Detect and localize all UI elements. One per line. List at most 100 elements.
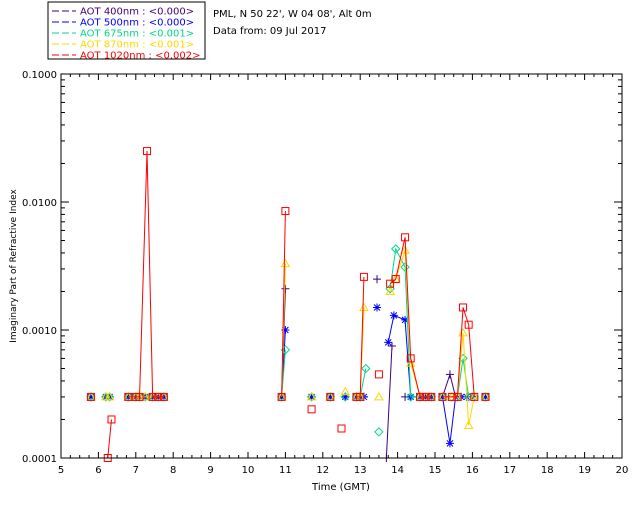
data-point-square — [277, 392, 286, 401]
data-point-square — [86, 392, 95, 401]
data-point-square — [159, 392, 168, 401]
data-point-triangle — [405, 358, 416, 367]
legend-entry: AOT 400nm : <0.000> — [80, 7, 194, 18]
data-point-square — [374, 370, 383, 379]
data-point-asterisk — [401, 315, 410, 324]
x-tick-label: 14 — [391, 465, 404, 476]
data-point-square — [359, 272, 368, 281]
series-line — [385, 345, 393, 459]
x-tick-label: 5 — [58, 465, 64, 476]
x-tick-label: 7 — [133, 465, 139, 476]
data-point-asterisk — [384, 338, 393, 347]
data-point-asterisk — [389, 311, 398, 320]
x-tick-label: 12 — [316, 465, 329, 476]
data-point-square — [107, 415, 116, 424]
plot-frame — [60, 73, 623, 459]
data-point-square — [135, 392, 144, 401]
legend-entry: AOT 500nm : <0.000> — [80, 18, 194, 29]
data-point-diamond — [340, 392, 350, 402]
data-point-triangle — [359, 302, 369, 311]
data-point-diamond — [391, 244, 401, 254]
x-tick-label: 20 — [616, 465, 629, 476]
data-point-square — [427, 392, 436, 401]
x-tick-label: 9 — [207, 465, 213, 476]
x-tick-label: 18 — [541, 465, 554, 476]
x-axis-label: Time (GMT) — [311, 482, 370, 493]
data-point-square — [421, 392, 430, 401]
data-point-diamond — [374, 427, 384, 437]
data-point-square — [453, 392, 462, 401]
x-tick-label: 8 — [170, 465, 176, 476]
y-tick-label: 0.1000 — [22, 70, 57, 81]
data-point-square — [438, 392, 447, 401]
data-point-square — [406, 354, 415, 363]
data-point-diamond — [400, 262, 410, 272]
data-point-square — [154, 392, 163, 401]
data-point-plus — [373, 275, 382, 284]
data-point-asterisk — [281, 326, 290, 334]
data-point-asterisk — [326, 392, 335, 401]
data-point-triangle — [280, 258, 291, 268]
legend-entry: AOT 1020nm : <0.002> — [80, 51, 200, 62]
series-line — [281, 211, 286, 397]
data-point-square — [470, 392, 479, 401]
data-point-square — [401, 233, 410, 242]
x-tick-label: 16 — [466, 465, 479, 476]
x-tick-label: 17 — [503, 465, 516, 476]
series-line — [389, 237, 432, 398]
data-point-asterisk — [86, 392, 95, 401]
data-point-square — [281, 207, 290, 216]
legend: AOT 400nm : <0.000>AOT 500nm : <0.000>AO… — [47, 1, 206, 62]
x-tick-label: 11 — [279, 465, 292, 476]
data-point-square — [481, 392, 490, 401]
data-point-triangle — [385, 286, 395, 295]
plot-series — [86, 147, 491, 462]
data-point-asterisk — [373, 303, 382, 312]
y-tick-label: 0.0010 — [22, 326, 57, 337]
data-point-plus — [445, 370, 454, 379]
data-point-triangle — [104, 391, 115, 401]
data-point-square — [356, 392, 365, 401]
tick-labels: 5 6 7 8 9 10 11 12 13 14 15 16 17 18 19 20 0.0001 0.0010 0… — [22, 70, 628, 476]
data-point-diamond — [405, 392, 416, 402]
data-point-square — [391, 275, 400, 284]
data-point-triangle — [340, 386, 351, 396]
data-point-triangle — [400, 245, 410, 254]
data-point-diamond — [306, 392, 317, 402]
data-point-square — [447, 392, 456, 401]
data-point-plus — [387, 341, 396, 350]
x-tick-label: 13 — [354, 465, 367, 476]
data-point-square — [337, 424, 346, 433]
x-tick-label: 6 — [95, 465, 101, 476]
data-point-square — [307, 405, 316, 414]
data-point-square — [143, 147, 152, 156]
series-line — [107, 419, 112, 459]
data-point-asterisk — [445, 439, 454, 448]
data-point-asterisk — [307, 392, 316, 401]
series — [86, 147, 490, 462]
data-point-triangle — [374, 391, 384, 401]
x-tick-label: 19 — [578, 465, 591, 476]
data-point-triangle — [463, 420, 474, 429]
y-axis-label: Imaginary Part of Refractive Index — [9, 188, 19, 342]
series-line — [442, 307, 475, 398]
data-point-square — [416, 392, 425, 401]
legend-entry: AOT 675nm : <0.001> — [80, 29, 194, 40]
data-point-square — [148, 392, 157, 401]
y-tick-label: 0.0100 — [22, 198, 57, 209]
y-tick-label: 0.0001 — [22, 454, 57, 465]
site-info-text: PML, N 50 22', W 04 08', Alt 0m — [213, 9, 372, 20]
data-point-square — [386, 279, 395, 288]
data-point-diamond — [140, 392, 150, 402]
legend-box — [47, 1, 206, 60]
data-point-square — [459, 303, 468, 312]
data-point-diamond — [361, 363, 371, 374]
data-point-asterisk — [481, 392, 490, 401]
date-info-text: Data from: 09 Jul 2017 — [213, 26, 326, 37]
data-point-square — [326, 392, 335, 401]
data-point-triangle — [306, 391, 317, 401]
x-tick-label: 15 — [429, 465, 442, 476]
data-point-plus — [281, 284, 290, 293]
